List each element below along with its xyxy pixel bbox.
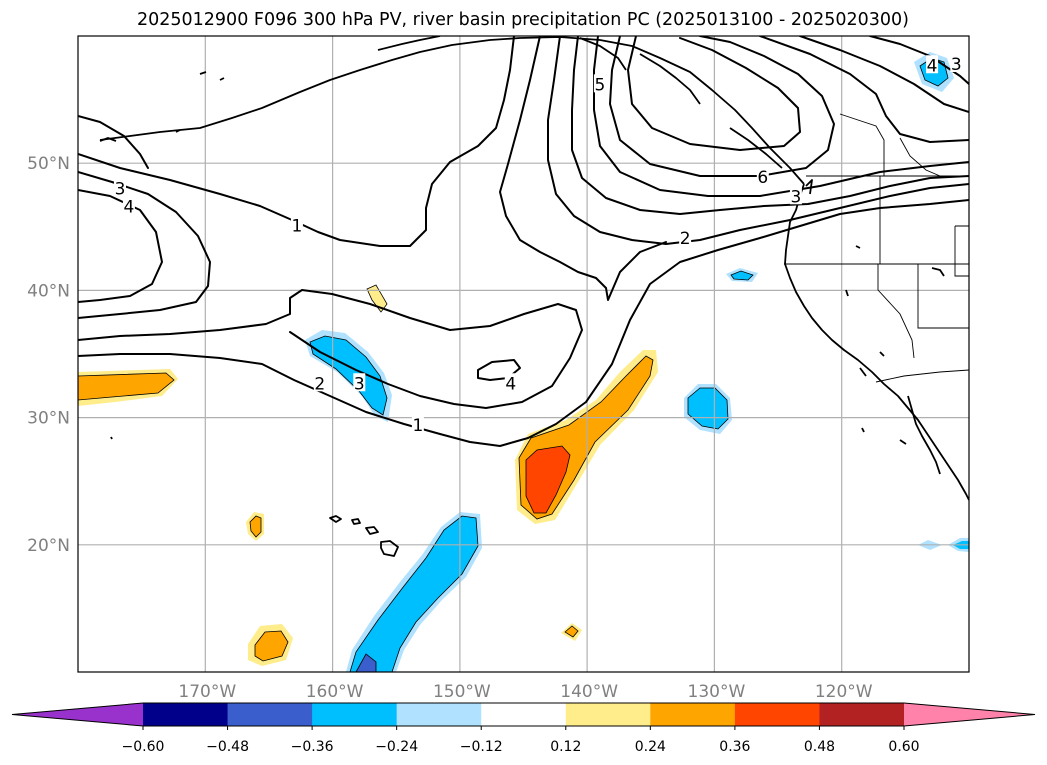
- colorbar-tick-label: 0.24: [635, 739, 666, 755]
- colorbar-tick-label: −0.48: [206, 739, 249, 755]
- us-mexico-border: [875, 369, 969, 383]
- colorbar-tick-label: 0.48: [804, 739, 835, 755]
- contour-label-bg: [926, 55, 939, 74]
- lon-tick-label: 150°W: [433, 682, 491, 702]
- pv-contour-label: 6: [757, 168, 768, 188]
- contour-label-bg: [593, 74, 606, 93]
- contour-label-bg: [504, 373, 517, 392]
- positive-anomaly-patch: [78, 372, 175, 401]
- precip-shading: [78, 52, 969, 672]
- contour-label-bg: [290, 215, 303, 234]
- negative-anomaly-patch: [349, 515, 479, 672]
- contour-label-bg: [114, 178, 127, 197]
- lon-tick-label: 120°W: [815, 682, 873, 702]
- pv-contour-4: [78, 189, 163, 303]
- pv-contour-label: 3: [115, 180, 126, 200]
- colorbar-tick-label: −0.12: [460, 739, 503, 755]
- lon-tick-label: 140°W: [560, 682, 618, 702]
- colorbar-segment: [227, 703, 313, 726]
- colorbar-segment: [481, 703, 567, 726]
- colorbar-tick-label: 0.12: [550, 739, 581, 755]
- pv-contour-3: [78, 171, 211, 319]
- colorbar-segment: [565, 703, 651, 726]
- pv-contour-2: [78, 289, 583, 409]
- negative-anomaly-patch: [730, 270, 754, 281]
- contour-label-bg: [411, 415, 424, 434]
- colorbar-segment: [819, 703, 905, 726]
- pv-contour-label: 5: [594, 75, 605, 95]
- colorbar-segment: [650, 703, 736, 726]
- lat-tick-label: 20°N: [27, 536, 70, 556]
- contour-label-bg: [950, 53, 963, 72]
- positive-anomaly-patch: [564, 625, 579, 638]
- lat-tick-label: 40°N: [27, 281, 70, 301]
- lon-tick-label: 170°W: [178, 682, 236, 702]
- pv-contour-label: 3: [790, 187, 801, 207]
- alaska-coast: [99, 36, 805, 185]
- lat-tick-label: 50°N: [27, 154, 70, 174]
- colorbar-segment: [734, 703, 820, 726]
- positive-anomaly-patch: [254, 630, 289, 662]
- pv-contour-label: 2: [680, 229, 691, 249]
- coastlines: [99, 36, 969, 557]
- pv-contour-label: 2: [314, 374, 325, 394]
- lon-tick-label: 160°W: [306, 682, 364, 702]
- contour-label-bg: [122, 196, 135, 215]
- colorbar-tick-label: −0.24: [375, 739, 418, 755]
- axis-tick-labels: 170°W 160°W 150°W 140°W 130°W 120°W 50°N 40°N 30…: [27, 154, 873, 702]
- colorbar-segment: [143, 703, 229, 726]
- colorbar-tick-label: 0.36: [719, 739, 750, 755]
- positive-anomaly-patch: [249, 515, 262, 538]
- colorbar: −0.60 −0.48 −0.36 −0.24 −0.12 0.12 0.24 0.36 0.4…: [11, 702, 1036, 755]
- contour-label-bg: [789, 186, 802, 205]
- contour-label-bg: [353, 373, 366, 392]
- positive-anomaly-patch: [525, 445, 571, 514]
- pv-contour-label: 3: [354, 374, 365, 394]
- negative-anomaly-patch: [355, 653, 377, 672]
- graticule: [78, 36, 969, 672]
- contour-label-bg: [756, 167, 769, 186]
- hawaii-islands: [329, 515, 399, 557]
- contour-label-bg: [313, 373, 326, 392]
- pv-contour-label: 4: [927, 56, 938, 76]
- pv-contour-label: 1: [292, 217, 303, 237]
- lat-tick-label: 30°N: [27, 409, 70, 429]
- pv-contour-label: 4: [505, 374, 516, 394]
- pv-contour-5: [609, 36, 835, 177]
- colorbar-tick-label: −0.36: [291, 739, 334, 755]
- colorbar-tick-label: −0.60: [122, 739, 165, 755]
- map-frame: [77, 35, 970, 673]
- north-america-coast: [784, 183, 969, 501]
- pv-contour-label: 1: [412, 416, 423, 436]
- lon-tick-label: 130°W: [688, 682, 746, 702]
- pv-contour-label: 4: [124, 197, 135, 217]
- contour-label-bg: [679, 228, 692, 247]
- colorbar-tick-label: 0.60: [888, 739, 919, 755]
- colorbar-extend-high: [904, 703, 1035, 726]
- state-border: [917, 264, 969, 329]
- figure-title: 2025012900 F096 300 hPa PV, river basin …: [137, 10, 909, 30]
- pv-contours: [78, 36, 969, 447]
- pv-contour-6: [627, 36, 801, 151]
- colorbar-extend-low: [12, 703, 143, 726]
- pv-contour-1: [78, 36, 515, 247]
- colorbar-segment: [396, 703, 482, 726]
- state-border: [877, 264, 915, 359]
- colorbar-segment: [312, 703, 398, 726]
- pv-contour-label: 3: [951, 55, 962, 75]
